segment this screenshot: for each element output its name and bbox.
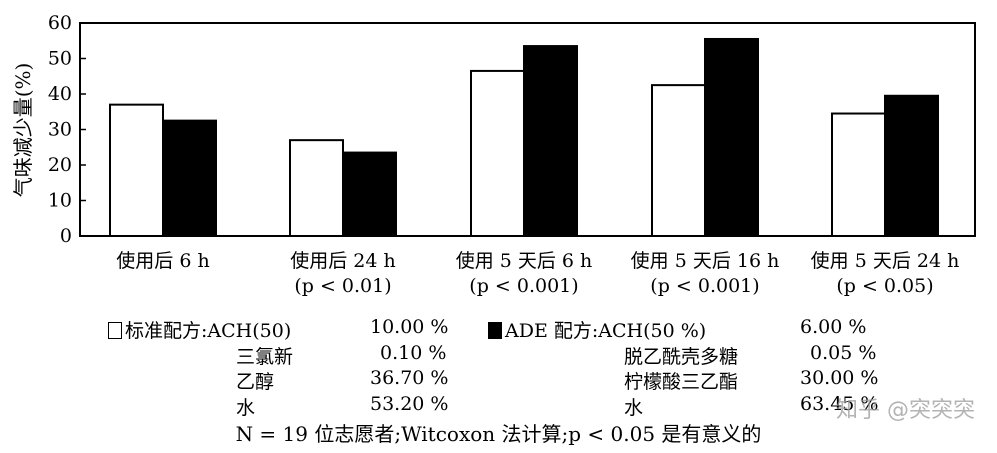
legend-right-row-2: 柠檬酸三乙酯 (624, 371, 739, 393)
legend-left-value-1: 0.10 % (380, 342, 447, 364)
y-axis-ticks: 0 10 20 30 40 50 60 (48, 12, 86, 247)
legend-left-value-3: 53.20 % (370, 393, 449, 415)
legend-left-value-0: 10.00 % (370, 316, 449, 338)
bar-ade-0 (162, 119, 217, 237)
legend-left-row-0: 标准配方:ACH(50) (108, 316, 291, 343)
bar-standard-4 (831, 112, 886, 237)
x-tick-label: (p < 0.001) (650, 275, 759, 297)
x-tick-label: (p < 0.05) (836, 275, 933, 297)
legend-left-row-3: 水 (236, 397, 256, 419)
legend-right-value-1: 0.05 % (810, 342, 877, 364)
footnote: N = 19 位志愿者;Witcoxon 法计算;p < 0.05 是有意义的 (235, 422, 762, 446)
legend: 标准配方:ACH(50) 10.00 % 三氯新 0.10 % 乙醇 36.70… (0, 312, 997, 422)
y-tick-label: 20 (48, 154, 72, 176)
y-tick-label: 60 (48, 12, 72, 34)
bar-chart: 气味减少量(%) 0 10 20 30 40 50 60 使用后 6 h 使用后 24 h (p… (11, 12, 976, 297)
y-tick-label: 50 (48, 48, 72, 70)
y-axis-title: 气味减少量(%) (11, 63, 35, 198)
legend-right-row-1: 脱乙酰壳多糖 (624, 346, 739, 368)
legend-swatch-standard (108, 322, 122, 339)
x-tick-label: 使用 5 天后 6 h (456, 250, 593, 272)
bar-standard-0 (109, 103, 164, 238)
y-tick-label: 0 (60, 225, 72, 247)
x-tick-label: 使用后 24 h (290, 250, 396, 272)
x-tick-label: (p < 0.001) (469, 275, 578, 297)
legend-right-value-0: 6.00 % (800, 316, 867, 338)
legend-right-value-2: 30.00 % (800, 367, 879, 389)
y-axis-label: 气味减少量(%) (11, 63, 35, 198)
bars (109, 37, 939, 238)
bar-ade-2 (523, 45, 578, 238)
legend-swatch-ade (488, 322, 502, 339)
legend-right-value-3: 63.45 % (800, 393, 879, 415)
legend-left-row-1: 三氯新 (236, 346, 294, 368)
legend-right-name: ADE 配方:ACH(50 %) (505, 320, 707, 342)
x-tick-label: (p < 0.01) (294, 275, 391, 297)
bar-ade-1 (342, 151, 397, 237)
y-tick-label: 10 (48, 190, 72, 212)
bar-ade-3 (704, 37, 759, 237)
legend-left-value-2: 36.70 % (370, 367, 449, 389)
bar-ade-4 (884, 94, 939, 238)
x-tick-label: 使用后 6 h (116, 250, 209, 272)
bar-standard-2 (470, 69, 525, 237)
legend-left-row-2: 乙醇 (236, 371, 275, 393)
legend-right-row-3: 水 (624, 397, 644, 419)
watermark: 知乎 @突突突 (836, 398, 975, 423)
legend-right-row-0: ADE 配方:ACH(50 %) (488, 316, 706, 343)
x-tick-label: 使用 5 天后 16 h (631, 250, 780, 272)
y-tick-label: 30 (48, 119, 72, 141)
x-tick-label: 使用 5 天后 24 h (811, 250, 960, 272)
bar-standard-1 (289, 139, 344, 237)
x-axis-labels: 使用后 6 h 使用后 24 h (p < 0.01) 使用 5 天后 6 h (p <… (116, 250, 959, 297)
bar-standard-3 (651, 84, 706, 237)
legend-left-name: 标准配方:ACH(50) (125, 320, 292, 342)
y-tick-label: 40 (48, 83, 72, 105)
